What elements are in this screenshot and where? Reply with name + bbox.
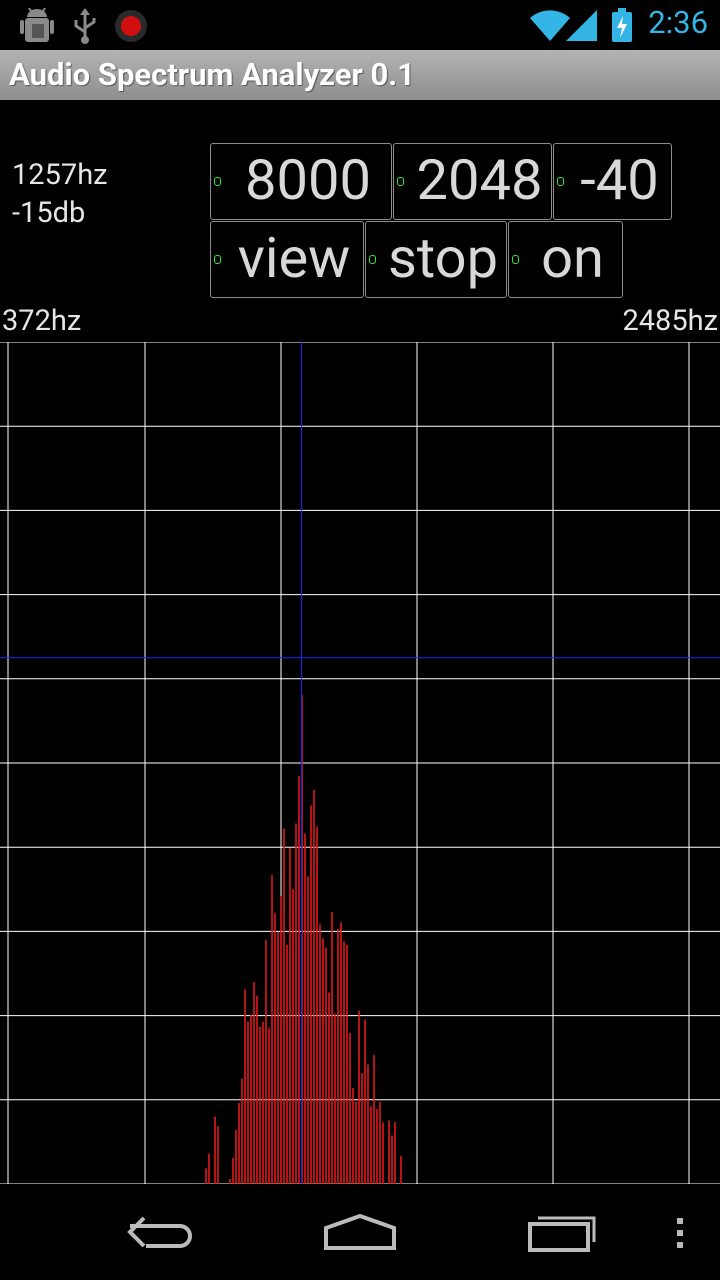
- stop-label: stop: [387, 225, 499, 291]
- frequency-readout: 1257hz: [12, 158, 108, 192]
- signal-icon: [566, 10, 598, 46]
- level-readout: -15db: [12, 196, 86, 230]
- spectrum-cursor: [0, 342, 720, 1184]
- range-min-label: 372hz: [2, 304, 82, 338]
- app-title: Audio Spectrum Analyzer 0.1: [9, 56, 416, 93]
- stop-button[interactable]: stop: [365, 221, 507, 298]
- db-floor-button[interactable]: -40: [553, 143, 672, 220]
- back-icon[interactable]: [122, 1204, 198, 1264]
- clock: 2:36: [648, 4, 708, 41]
- title-bar: Audio Spectrum Analyzer 0.1: [0, 50, 720, 100]
- android-debug-icon: [20, 7, 54, 48]
- wifi-icon: [530, 10, 570, 46]
- menu-icon[interactable]: [672, 1204, 688, 1264]
- on-toggle-label: on: [541, 225, 604, 291]
- view-label: view: [237, 225, 351, 291]
- fft-size-label: 2048: [416, 147, 543, 213]
- recent-apps-icon[interactable]: [524, 1204, 604, 1264]
- fft-size-button[interactable]: 2048: [393, 143, 552, 220]
- status-bar: 2:36: [0, 0, 720, 50]
- indicator-led-icon: [512, 255, 519, 264]
- indicator-led-icon: [369, 255, 376, 264]
- sample-rate-label: 8000: [245, 147, 371, 213]
- indicator-led-icon: [557, 177, 564, 186]
- on-toggle-button[interactable]: on: [508, 221, 623, 298]
- spectrum-bars: [205, 694, 402, 1184]
- battery-charging-icon: [612, 8, 632, 46]
- view-button[interactable]: view: [210, 221, 364, 298]
- indicator-led-icon: [214, 255, 221, 264]
- range-max-label: 2485hz: [622, 304, 718, 338]
- spectrum-plot[interactable]: [0, 342, 720, 1184]
- indicator-led-icon: [397, 177, 404, 186]
- record-icon: [114, 9, 148, 47]
- home-icon[interactable]: [320, 1204, 400, 1264]
- sample-rate-button[interactable]: 8000: [210, 143, 392, 220]
- navigation-bar: [0, 1184, 720, 1280]
- spectrum-grid: [0, 342, 720, 1184]
- db-floor-label: -40: [580, 147, 659, 213]
- indicator-led-icon: [214, 177, 221, 186]
- usb-icon: [72, 8, 98, 48]
